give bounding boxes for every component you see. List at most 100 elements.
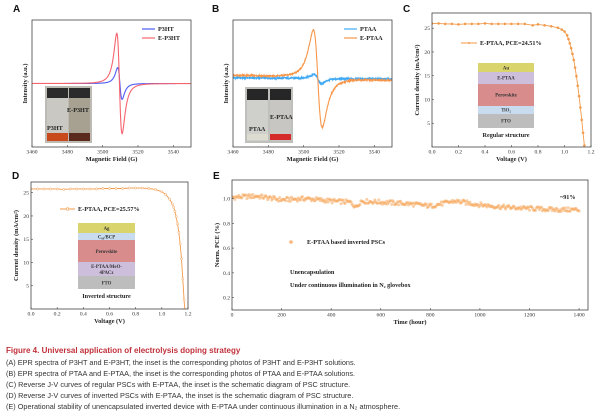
y-tick-label: 0.2 — [223, 296, 230, 302]
plot-frame — [231, 179, 589, 311]
data-point — [339, 202, 343, 206]
x-tick-label: 800 — [426, 313, 435, 319]
layer-tio2 — [478, 106, 534, 114]
data-point — [549, 24, 553, 28]
jv-curve — [31, 187, 186, 309]
data-point — [502, 203, 506, 207]
vial-icon — [69, 98, 90, 141]
y-axis-label: Intensity (a.u.) — [223, 64, 230, 104]
data-point — [490, 22, 493, 26]
layer-fto — [78, 276, 135, 289]
data-point — [539, 205, 543, 209]
data-point — [581, 131, 585, 135]
panel-letter-c: C — [403, 4, 410, 15]
vial-cap-icon — [270, 89, 291, 100]
data-point — [269, 195, 273, 199]
x-tick-label: 0.4 — [482, 150, 489, 156]
layer-perovskite — [478, 84, 534, 106]
layer-e-ptaa-meo-4pacz — [78, 262, 135, 276]
data-point — [464, 203, 468, 207]
y-tick-label: 20 — [23, 214, 29, 220]
panel-letter-d: D — [12, 171, 19, 182]
legend-d: E-PTAA, PCE=25.57% — [60, 206, 140, 213]
layer-e-ptaa — [478, 72, 534, 84]
layer-label: C₆₀/BCP — [98, 236, 115, 241]
chart-c: 0.0 0.2 0.4 0.6 0.8 1.0 1.2 5 10 15 20 25 Voltage (V… — [414, 12, 595, 163]
data-point — [577, 209, 581, 213]
data-point — [510, 22, 513, 26]
data-point — [153, 188, 157, 191]
y-axis-label: Current density (mA/cm²) — [414, 44, 421, 115]
x-tick-label: 0.8 — [132, 312, 139, 318]
data-point — [565, 33, 569, 37]
legend-label-ptaa: PTAA — [360, 26, 377, 33]
legend-label-e-p3ht: E-P3HT — [158, 35, 181, 42]
note-illumination: Under continuous illumination in N₂ glov… — [290, 282, 411, 289]
panel-letter-b: B — [212, 4, 219, 15]
x-axis-label: Magnetic Field (G) — [287, 156, 339, 163]
plot-area — [233, 28, 392, 130]
x-tick-label: 3540 — [369, 150, 380, 156]
data-point — [392, 200, 396, 204]
x-tick-label: 1400 — [573, 313, 584, 319]
data-point — [579, 106, 582, 109]
device-structure-inverted: Ag C₆₀/BCP Perovskite E-PTAA/MeO- 4PACz … — [78, 223, 135, 300]
x-tick-label: 3480 — [62, 150, 73, 156]
x-tick-label: 1.2 — [588, 150, 595, 156]
data-point — [147, 187, 151, 190]
layer-label: FTO — [102, 282, 112, 287]
legend-a: P3HT E-P3HT — [142, 26, 181, 42]
data-point — [411, 204, 415, 208]
retention-annotation: ~91% — [560, 194, 576, 201]
data-point — [468, 200, 472, 204]
data-point — [397, 203, 401, 207]
data-point — [127, 186, 131, 190]
panel-letter-a: A — [13, 4, 20, 15]
x-tick-label: 1.2 — [185, 312, 192, 318]
y-axis-label: Current density (mA/cm²) — [13, 210, 20, 281]
caption-title: Figure 4. Universal application of elect… — [6, 346, 241, 355]
data-point — [390, 202, 394, 206]
x-tick-label: 3500 — [97, 150, 108, 156]
data-point — [450, 22, 454, 26]
data-point — [560, 28, 564, 31]
layer-perovskite — [78, 240, 135, 262]
caption-line-a: (A) EPR spectra of P3HT and E-P3HT, the … — [6, 358, 356, 367]
x-tick-label: 3460 — [227, 150, 238, 156]
legend-b: PTAA E-PTAA — [344, 26, 383, 42]
data-point — [569, 46, 573, 50]
data-point — [503, 22, 507, 26]
data-point — [170, 202, 174, 206]
data-point — [531, 24, 535, 27]
y-tick-label: 0.6 — [223, 246, 230, 252]
layer-c60-bcp — [78, 233, 135, 240]
plot-area — [232, 192, 581, 214]
data-point — [75, 187, 79, 191]
data-point — [233, 197, 237, 201]
charts-layer: 3460 3480 3500 3520 3540 Magnetic Field (G) In… — [13, 12, 595, 326]
data-point — [583, 144, 586, 147]
x-tick-label: 400 — [327, 313, 336, 319]
data-point — [429, 202, 433, 206]
vial-icon — [47, 98, 68, 141]
data-point — [543, 24, 546, 27]
y-tick-label: 20 — [424, 50, 430, 56]
legend-label: E-PTAA, PCE=24.51% — [480, 40, 542, 47]
data-point — [95, 187, 98, 191]
series-e-p3ht — [32, 32, 191, 135]
data-point — [577, 94, 581, 98]
data-point — [62, 188, 66, 191]
note-unencapsulation: Unencapsulation — [290, 269, 335, 276]
data-point — [568, 42, 572, 45]
data-point — [55, 187, 59, 191]
x-tick-label: 0.6 — [508, 150, 515, 156]
data-point — [42, 187, 46, 191]
data-point — [168, 197, 172, 201]
solution-e-ptaa — [270, 134, 291, 140]
data-point — [399, 199, 403, 203]
data-point — [530, 206, 534, 210]
photo-label-e-ptaa: E-PTAA — [270, 114, 293, 121]
data-point — [443, 22, 447, 26]
epr-curve — [233, 28, 392, 130]
figure-4-panels: A B C D E 3460 3480 3500 3520 3540 Magnetic F… — [12, 4, 595, 326]
